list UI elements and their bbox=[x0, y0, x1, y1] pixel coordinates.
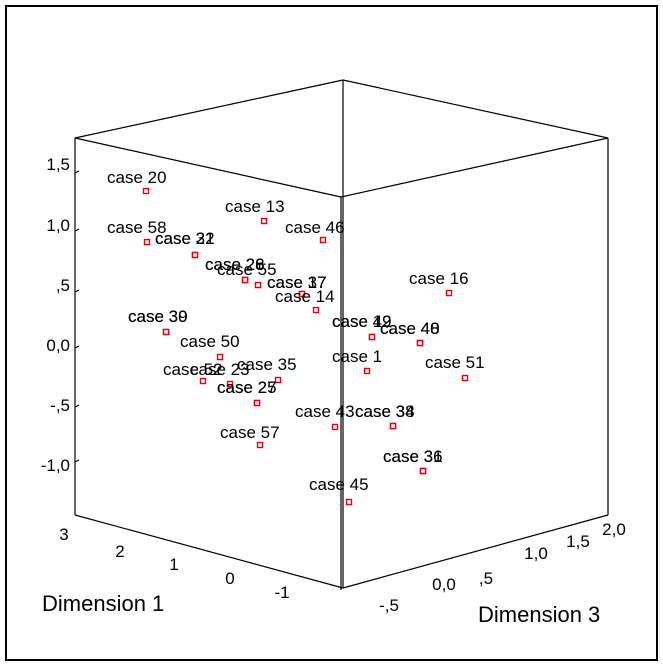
y-tick-label: 1,0 bbox=[46, 216, 70, 235]
x-tick-label: -1 bbox=[274, 583, 289, 602]
point-label: case 37 bbox=[267, 273, 327, 292]
tick-labels: 1,5 1,0 ,5 0,0 -,5 -1,0 3 2 1 0 -1 -,5 0,0 ,5 1,0 1,5 2,… bbox=[41, 155, 626, 615]
point-label: case 21 bbox=[155, 229, 215, 248]
z-tick-label: 0,0 bbox=[432, 575, 456, 594]
data-points bbox=[142, 187, 469, 506]
point-label: case 13 bbox=[225, 197, 285, 216]
point-label: case 14 bbox=[275, 287, 335, 306]
data-point bbox=[389, 422, 397, 430]
box-edge bbox=[74, 514, 344, 589]
z-axis-title: Dimension 3 bbox=[478, 602, 600, 627]
data-point bbox=[368, 333, 376, 341]
point-label: case 46 bbox=[285, 218, 345, 237]
point-label: case 39 bbox=[128, 307, 188, 326]
data-point bbox=[142, 187, 150, 195]
box-edge bbox=[340, 137, 609, 198]
z-tick-label: 1,5 bbox=[566, 532, 590, 551]
x-tick-label: 2 bbox=[115, 542, 124, 561]
data-point bbox=[419, 467, 427, 475]
data-point bbox=[253, 399, 261, 407]
y-tick-label: -,5 bbox=[50, 396, 70, 415]
data-point bbox=[226, 380, 234, 388]
data-point bbox=[241, 276, 249, 284]
box-edge bbox=[342, 79, 609, 139]
data-point bbox=[260, 217, 268, 225]
point-label: case 27 bbox=[217, 378, 277, 397]
point-label: case 32 bbox=[155, 229, 215, 248]
y-tick-mark bbox=[74, 404, 80, 408]
axis-box bbox=[74, 79, 609, 590]
y-tick-label: -1,0 bbox=[41, 456, 70, 475]
z-tick-label: 2,0 bbox=[602, 520, 626, 539]
point-label: case 19 bbox=[332, 312, 392, 331]
point-label: case 48 bbox=[380, 319, 440, 338]
point-label: case 55 bbox=[217, 260, 277, 279]
x-tick-label: 0 bbox=[225, 569, 234, 588]
data-point bbox=[143, 238, 151, 246]
point-label: case 42 bbox=[332, 312, 392, 331]
point-label: case 40 bbox=[380, 319, 440, 338]
point-label: case 28 bbox=[205, 255, 265, 274]
y-tick-label: ,5 bbox=[56, 276, 70, 295]
data-point bbox=[461, 374, 469, 382]
point-label: case 20 bbox=[107, 168, 167, 187]
y-tick-mark bbox=[74, 459, 80, 463]
y-tick-mark bbox=[74, 228, 80, 232]
data-point bbox=[319, 236, 327, 244]
data-point bbox=[256, 441, 264, 449]
x-tick-label: 1 bbox=[169, 555, 178, 574]
point-label: case 35 bbox=[237, 355, 297, 374]
data-point bbox=[162, 328, 170, 336]
outer-frame bbox=[5, 5, 658, 661]
point-label: case 34 bbox=[355, 402, 415, 421]
y-tick-mark bbox=[74, 170, 80, 174]
data-point bbox=[363, 367, 371, 375]
point-label: case 31 bbox=[383, 447, 443, 466]
point-label: case 57 bbox=[220, 423, 280, 442]
z-tick-label: ,5 bbox=[479, 569, 493, 588]
box-edge bbox=[74, 79, 344, 139]
point-label: case 38 bbox=[355, 402, 415, 421]
point-label: case 58 bbox=[107, 218, 167, 237]
data-point bbox=[331, 423, 339, 431]
box-edge bbox=[74, 137, 342, 198]
point-label: case 50 bbox=[180, 332, 240, 351]
point-label: case 30 bbox=[128, 307, 188, 326]
y-tick-mark bbox=[74, 289, 80, 293]
point-label: case 52 bbox=[163, 360, 223, 379]
data-point bbox=[199, 377, 207, 385]
data-point bbox=[274, 376, 282, 384]
x-tick-label: 3 bbox=[59, 525, 68, 544]
data-point bbox=[254, 281, 262, 289]
point-label: case 23 bbox=[190, 360, 250, 379]
z-tick-label: -,5 bbox=[379, 596, 399, 615]
point-label: case 36 bbox=[383, 447, 443, 466]
data-point bbox=[216, 353, 224, 361]
point-label: case 1 bbox=[332, 347, 382, 366]
data-point bbox=[312, 306, 320, 314]
data-point bbox=[445, 289, 453, 297]
data-point bbox=[298, 290, 306, 298]
point-label: case 45 bbox=[309, 475, 369, 494]
point-label: case 43 bbox=[295, 402, 355, 421]
x-axis-title: Dimension 1 bbox=[42, 591, 164, 616]
point-label: case 16 bbox=[409, 269, 469, 288]
z-tick-label: 1,0 bbox=[524, 544, 548, 563]
point-label: case 51 bbox=[425, 353, 485, 372]
y-tick-label: 1,5 bbox=[46, 155, 70, 174]
point-label: case 25 bbox=[217, 378, 277, 397]
box-edge bbox=[342, 514, 609, 589]
point-label: case 17 bbox=[267, 273, 327, 292]
data-point bbox=[191, 251, 199, 259]
data-point bbox=[416, 339, 424, 347]
y-tick-label: 0,0 bbox=[46, 336, 70, 355]
point-label: case 26 bbox=[205, 255, 265, 274]
data-point bbox=[345, 498, 353, 506]
y-tick-mark bbox=[74, 345, 80, 349]
